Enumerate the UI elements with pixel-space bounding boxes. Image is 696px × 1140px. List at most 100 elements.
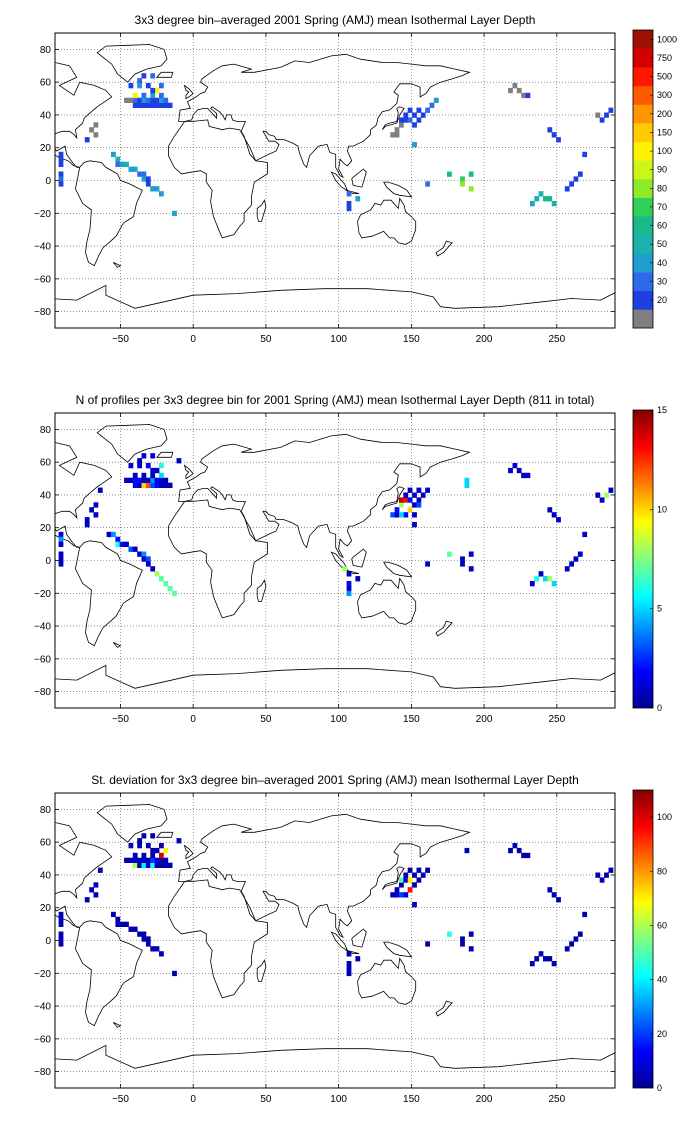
data-cell <box>390 892 396 898</box>
data-cell <box>599 117 605 123</box>
data-cell <box>141 857 147 863</box>
colorbar-tick-label: 300 <box>657 90 672 100</box>
data-cell <box>407 107 413 113</box>
x-tick-label: 200 <box>476 714 493 725</box>
colorbar-tick-label: 70 <box>657 202 667 212</box>
data-cell <box>407 487 413 493</box>
x-tick-label: 250 <box>548 1094 565 1105</box>
data-cell <box>132 852 138 859</box>
data-cell <box>547 196 553 202</box>
colorbar-tick-label: 60 <box>657 221 667 231</box>
data-cell <box>525 92 531 99</box>
data-cell <box>119 541 125 547</box>
data-cell <box>355 576 361 582</box>
data-cell <box>551 581 557 587</box>
coastline <box>55 442 113 548</box>
colorbar-tick-label: 500 <box>657 72 672 82</box>
data-cell <box>460 941 465 947</box>
data-cell <box>346 590 352 597</box>
data-cell <box>460 561 465 567</box>
data-cell <box>145 482 151 488</box>
data-cell <box>137 78 142 84</box>
data-cell <box>577 171 583 177</box>
coastline <box>435 620 453 637</box>
data-cell <box>425 487 430 493</box>
y-tick-label: 40 <box>40 870 52 881</box>
data-cell <box>429 102 435 108</box>
data-cell <box>154 571 160 577</box>
data-cell <box>412 872 417 878</box>
data-cell <box>128 463 134 469</box>
data-cell <box>128 546 134 552</box>
data-cell <box>573 556 579 562</box>
data-cell <box>93 882 99 888</box>
data-cell <box>399 512 404 518</box>
data-cell <box>595 492 601 498</box>
data-cell <box>58 156 64 162</box>
y-tick-label: 80 <box>40 805 52 816</box>
coastline <box>383 941 413 958</box>
data-cell <box>447 171 452 177</box>
data-cell <box>582 531 588 538</box>
x-tick-label: 200 <box>476 1094 493 1105</box>
data-cell <box>150 467 156 474</box>
y-tick-label: −40 <box>34 242 51 253</box>
data-cell <box>547 576 553 582</box>
data-cell <box>604 872 609 878</box>
data-cell <box>141 171 147 177</box>
data-cell <box>58 536 64 542</box>
colorbar-tick-label: 100 <box>657 146 672 156</box>
data-cell <box>97 487 103 493</box>
data-cell <box>137 838 142 844</box>
data-cell <box>154 102 160 108</box>
chart-title: 3x3 degree bin–averaged 2001 Spring (AMJ… <box>135 13 536 27</box>
data-cell <box>167 482 173 488</box>
data-cell <box>516 847 522 854</box>
colorbar-tick-label: 750 <box>657 53 672 63</box>
x-tick-label: 250 <box>548 334 565 345</box>
data-cell <box>119 921 125 927</box>
data-cell <box>403 117 409 123</box>
data-cell <box>159 83 164 89</box>
coastline <box>351 548 367 568</box>
data-cell <box>137 102 142 108</box>
data-cell <box>573 176 579 182</box>
data-cell <box>154 946 160 952</box>
data-cell <box>84 517 90 523</box>
data-cell <box>608 867 614 873</box>
data-cell <box>150 852 156 859</box>
x-tick-label: 150 <box>403 334 420 345</box>
data-cell <box>403 892 409 898</box>
data-cell <box>433 97 439 103</box>
coastline <box>357 957 417 1005</box>
data-cell <box>89 887 94 893</box>
data-cell <box>595 872 601 878</box>
x-tick-label: 100 <box>330 1094 347 1105</box>
data-cell <box>399 117 404 123</box>
y-tick-label: 60 <box>40 838 52 849</box>
data-cell <box>124 541 129 547</box>
data-cell <box>128 477 134 483</box>
data-cell <box>84 897 90 903</box>
y-tick-label: −20 <box>34 969 51 980</box>
data-cell <box>106 531 112 538</box>
colorbar-tick-label: 30 <box>657 276 667 286</box>
data-cell <box>137 97 142 103</box>
y-tick-label: −40 <box>34 1002 51 1013</box>
coastline <box>183 84 194 100</box>
data-cell <box>412 502 417 508</box>
data-cell <box>145 477 151 483</box>
colorbar-swatch <box>633 272 653 291</box>
y-tick-label: 20 <box>40 523 52 534</box>
data-cell <box>93 122 99 128</box>
coastline <box>178 813 471 939</box>
data-cell <box>115 536 121 542</box>
colorbar-tick-label: 20 <box>657 1029 667 1039</box>
data-cell <box>132 97 138 103</box>
data-cell <box>84 522 90 528</box>
data-cell <box>399 877 404 883</box>
colorbar-tick-label: 90 <box>657 165 667 175</box>
x-tick-label: 50 <box>260 334 272 345</box>
data-cell <box>141 92 147 99</box>
data-cell <box>137 477 142 483</box>
